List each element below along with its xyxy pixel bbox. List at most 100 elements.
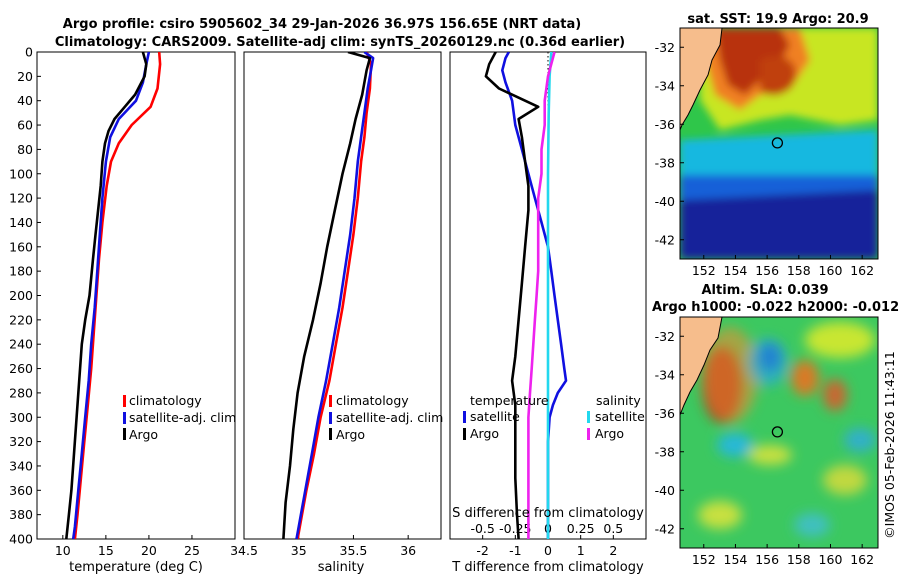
lat-tick-label: -40: [655, 483, 675, 498]
y-tick-label: 400: [9, 532, 33, 547]
lon-tick-label: 154: [724, 552, 748, 567]
figure-title-line2: Climatology: CARS2009. Satellite-adj cli…: [55, 35, 625, 50]
series-line-climatology: [296, 52, 373, 539]
salinity-xlabel: salinity: [318, 560, 365, 575]
difference-series: [484, 52, 568, 539]
sla-orange-patch-2: [823, 379, 847, 411]
temperature-series: [65, 52, 162, 539]
sst-map-frame: [679, 27, 879, 260]
y-tick-label: 340: [9, 458, 33, 473]
series-line-argo: [282, 52, 372, 539]
sst-map-panel: sat. SST: 19.9 Argo: 20.9 152 154 156 158 16…: [655, 12, 879, 278]
sst-argo-position-marker: [771, 137, 784, 149]
lat-tick-label: -36: [655, 117, 675, 132]
sst-land: [680, 28, 723, 131]
sla-land: [680, 317, 723, 416]
y-tick-label: 280: [9, 385, 33, 400]
x-tick-label: 34.5: [230, 543, 258, 558]
sla-yellow-patch-3: [823, 465, 867, 495]
y-tick-label: 240: [9, 337, 33, 352]
series-line-s-satellite: [546, 52, 553, 539]
legend-label-climatology: climatology: [336, 393, 409, 408]
lon-tick-label: 160: [819, 263, 843, 278]
legend-title-salinity: salinity: [596, 393, 641, 408]
lat-tick-label: -34: [655, 367, 675, 382]
temperature-tick-labels: 10 15 20 25: [55, 535, 200, 558]
sla-yellow-patch-2: [748, 445, 792, 465]
sla-map-panel: Altim. SLA: 0.039 Argo h1000: -0.022 h20…: [652, 283, 899, 567]
x-tick-label: 35.5: [340, 543, 368, 558]
series-line-s-argo: [527, 52, 556, 539]
sst-map-title: sat. SST: 19.9 Argo: 20.9: [687, 12, 868, 27]
legend-swatch-argo: [123, 428, 126, 440]
series-line-t-argo: [484, 52, 540, 539]
y-tick-label: 0: [25, 45, 33, 60]
difference-panel: -2 -1 0 1 2 -0.5 -0.25 0 0.25 0.5 S difference f…: [449, 51, 647, 575]
series-line-satellite-adj-clim: [295, 52, 375, 539]
y-tick-label: 380: [9, 507, 33, 522]
sla-map-image: [680, 317, 878, 548]
y-tick-label: 160: [9, 239, 33, 254]
y-tick-label: 120: [9, 191, 33, 206]
x-tick-label: -1: [509, 543, 521, 558]
x-tick-label: 36: [400, 543, 416, 558]
y-tick-label: 320: [9, 434, 33, 449]
figure-title-line1: Argo profile: csiro 5905602_34 29-Jan-20…: [63, 17, 581, 32]
legend-label-t-satellite: satellite: [470, 409, 520, 424]
lat-tick-label: -42: [655, 232, 675, 247]
legend-label-argo: Argo: [336, 427, 365, 442]
legend-swatch-t-satellite: [463, 411, 466, 423]
legend-swatch-t-argo: [463, 428, 466, 440]
sla-map-frame: [679, 316, 879, 549]
difference-legend-temperature: temperature satellite Argo: [463, 393, 549, 441]
imos-timestamp-watermark: ©IMOS 05-Feb-2026 11:43:11: [882, 351, 897, 539]
temperature-axes-box: [36, 51, 236, 540]
sst-cold-deep-zone: [680, 190, 878, 259]
series-line-climatology: [73, 52, 162, 539]
series-line-satellite-adj-clim: [71, 52, 151, 539]
lon-tick-label: 152: [692, 552, 716, 567]
y-tick-label: 220: [9, 312, 33, 327]
x-tick-label: 15: [98, 543, 114, 558]
salinity-panel: 34.5 35 35.5 36 salinity climatology satell…: [230, 51, 443, 575]
y-tick-label: 80: [17, 142, 33, 157]
legend-label-argo: Argo: [129, 427, 158, 442]
legend-label-satellite: satellite-adj. clim: [129, 410, 236, 425]
sla-map-title-line1: Altim. SLA: 0.039: [702, 283, 829, 298]
legend-swatch-satellite: [329, 412, 332, 424]
s-tick-label: 0.25: [567, 521, 595, 536]
sst-warm-core: [715, 28, 790, 95]
lon-tick-label: 158: [787, 263, 811, 278]
sla-orange-patch: [791, 360, 819, 396]
sst-warm-eddy: [760, 56, 796, 96]
x-tick-label: 1: [577, 543, 585, 558]
lon-tick-label: 162: [850, 263, 874, 278]
sla-cyan-patch-3: [844, 428, 876, 452]
lon-tick-label: 162: [850, 552, 874, 567]
salinity-axes-box: [243, 51, 442, 540]
x-tick-label: -2: [476, 543, 488, 558]
lat-tick-label: -40: [655, 194, 675, 209]
x-tick-label: 35: [291, 543, 307, 558]
legend-swatch-satellite: [123, 412, 126, 424]
legend-label-satellite: satellite-adj. clim: [336, 410, 443, 425]
sst-map-image: [680, 28, 878, 259]
sla-argo-position-marker: [771, 426, 784, 438]
temperature-xlabel: temperature (deg C): [69, 560, 203, 575]
y-tick-label: 60: [17, 118, 33, 133]
salinity-legend: climatology satellite-adj. clim Argo: [329, 393, 443, 442]
lon-tick-label: 152: [692, 263, 716, 278]
sla-map-title-line2: Argo h1000: -0.022 h2000: -0.012: [652, 300, 899, 315]
y-tick-label: 40: [17, 93, 33, 108]
sla-high-eddy-rim: [702, 327, 758, 423]
lat-tick-label: -38: [655, 444, 675, 459]
legend-label-s-satellite: satellite: [595, 409, 645, 424]
legend-label-climatology: climatology: [129, 393, 202, 408]
y-tick-label: 20: [17, 69, 33, 84]
depth-tick-labels: 0 20 40 60 80 100 120 140 160 180 200 220 240 260 280 3…: [9, 45, 41, 547]
lon-tick-label: 154: [724, 263, 748, 278]
lat-tick-label: -42: [655, 521, 675, 536]
y-tick-label: 360: [9, 483, 33, 498]
lat-tick-label: -36: [655, 406, 675, 421]
